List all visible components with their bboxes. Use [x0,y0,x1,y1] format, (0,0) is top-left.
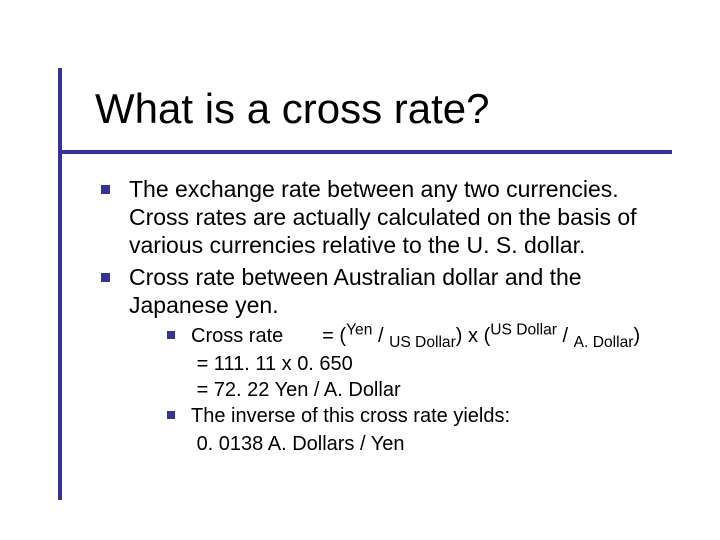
formula-denominator-1: US Dollar [389,334,456,351]
bullet-text: Cross rate between Australian dollar and… [129,264,582,318]
formula-slash: / [372,325,389,347]
square-bullet-icon [167,331,175,339]
formula-post: ) [633,325,640,347]
bullet-text: The exchange rate between any two curren… [129,176,637,258]
slide-body: The exchange rate between any two curren… [95,175,685,457]
formula-numerator-1: Yen [346,322,372,339]
slide: What is a cross rate? The exchange rate … [0,0,720,540]
accent-bar-horizontal [62,150,672,154]
sub-bullet-item: The inverse of this cross rate yields: [163,403,685,429]
inverse-value-line: 0. 0138 A. Dollars / Yen [163,431,685,457]
bullet-item: The exchange rate between any two curren… [95,175,685,259]
formula-denominator-2: A. Dollar [574,334,634,351]
sub-bullet-item: Cross rate = (Yen / US Dollar) x (US Dol… [163,323,685,349]
formula-eq-pre: = ( [322,325,346,347]
sub-bullet-list: Cross rate = (Yen / US Dollar) x (US Dol… [95,323,685,457]
calc-text: = 111. 11 x 0. 650 [197,353,353,375]
formula-label: Cross rate [191,325,283,347]
bullet-item: Cross rate between Australian dollar and… [95,263,685,319]
formula-mid: ) x ( [456,325,490,347]
calc-text: = 72. 22 Yen / A. Dollar [197,379,401,401]
square-bullet-icon [101,273,110,282]
square-bullet-icon [167,411,175,419]
inverse-label: The inverse of this cross rate yields: [191,405,510,427]
accent-bar-vertical [58,68,62,500]
slide-title: What is a cross rate? [95,85,489,133]
square-bullet-icon [101,185,110,194]
formula-slash: / [557,325,574,347]
calc-line: = 72. 22 Yen / A. Dollar [163,377,685,403]
formula-numerator-2: US Dollar [490,322,557,339]
calc-line: = 111. 11 x 0. 650 [163,351,685,377]
inverse-value: 0. 0138 A. Dollars / Yen [197,433,405,455]
